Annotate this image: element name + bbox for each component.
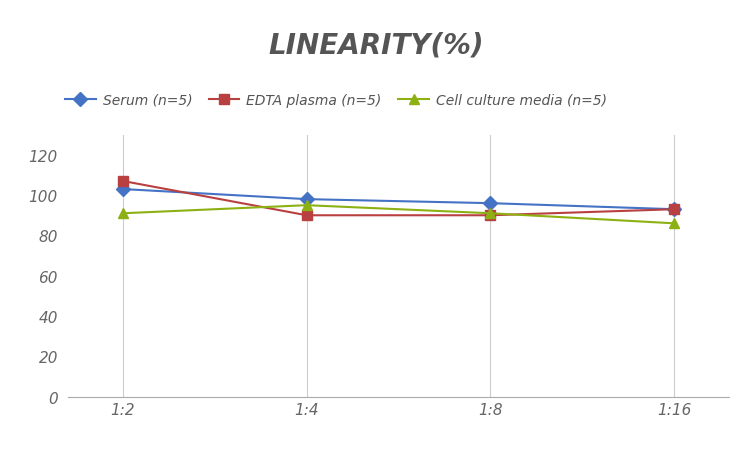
Cell culture media (n=5): [118, 211, 127, 216]
EDTA plasma (n=5): [670, 207, 679, 212]
EDTA plasma (n=5): [486, 213, 495, 218]
Serum (n=5): [670, 207, 679, 212]
Line: EDTA plasma (n=5): EDTA plasma (n=5): [118, 177, 679, 221]
Serum (n=5): [486, 201, 495, 207]
EDTA plasma (n=5): [302, 213, 311, 218]
Cell culture media (n=5): [302, 203, 311, 208]
Legend: Serum (n=5), EDTA plasma (n=5), Cell culture media (n=5): Serum (n=5), EDTA plasma (n=5), Cell cul…: [59, 88, 612, 113]
Line: Serum (n=5): Serum (n=5): [118, 185, 679, 215]
Line: Cell culture media (n=5): Cell culture media (n=5): [118, 201, 679, 229]
Cell culture media (n=5): [486, 211, 495, 216]
EDTA plasma (n=5): [118, 179, 127, 184]
Serum (n=5): [302, 197, 311, 202]
Text: LINEARITY(%): LINEARITY(%): [268, 32, 484, 60]
Cell culture media (n=5): [670, 221, 679, 226]
Serum (n=5): [118, 187, 127, 192]
